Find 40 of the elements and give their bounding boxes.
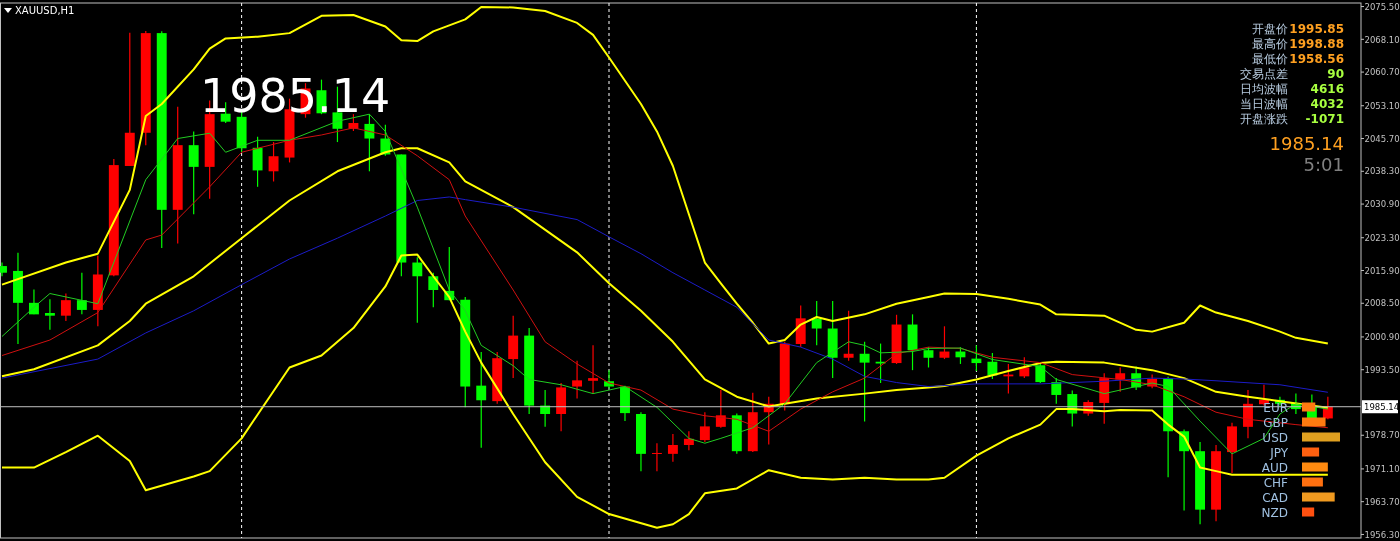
y-tick-label: 1993.50 [1364, 364, 1400, 375]
annotation: 最低价 [1252, 52, 1288, 66]
ref-line-label: 1985.14 [1364, 401, 1400, 412]
y-tick-label: 2023.30 [1364, 232, 1400, 243]
annotation: 1985.14 [1269, 133, 1344, 154]
y-tick-label: 2038.30 [1364, 166, 1400, 177]
annotation: 4616 [1310, 82, 1344, 96]
y-tick-label: 1963.70 [1364, 496, 1400, 507]
y-tick-label: USD [1262, 430, 1288, 445]
annotation: 最高价 [1252, 37, 1288, 51]
annotation: 交易点差 [1240, 67, 1288, 81]
chart-title: XAUUSD,H1 [15, 5, 75, 16]
annotation: 4032 [1310, 97, 1344, 111]
annotation: 5:01 [1303, 154, 1344, 175]
annotation: 开盘涨跌 [1240, 112, 1288, 126]
y-tick-label: NZD [1261, 505, 1288, 520]
annotation: 当日波幅 [1240, 97, 1288, 111]
y-tick-label: 2053.10 [1364, 100, 1400, 111]
y-tick-label: 2015.90 [1364, 265, 1400, 276]
y-tick-label: 2075.50 [1364, 1, 1400, 12]
y-tick-label: 2060.70 [1364, 67, 1400, 78]
y-tick-label: 1971.10 [1364, 464, 1400, 475]
annotation: 90 [1327, 67, 1344, 81]
y-tick-label: 2000.90 [1364, 332, 1400, 343]
y-tick-label: 1978.70 [1364, 430, 1400, 441]
y-tick-label: CAD [1262, 490, 1288, 505]
y-tick-label: JPY [1269, 445, 1289, 460]
y-tick-label: 2030.90 [1364, 199, 1400, 210]
annotation: 1958.56 [1289, 52, 1344, 66]
annotation: 日均波幅 [1240, 82, 1288, 96]
annotation: 开盘价 [1252, 22, 1288, 36]
y-tick-label: 2045.70 [1364, 133, 1400, 144]
y-tick-label: 2068.10 [1364, 34, 1400, 45]
y-tick-label: CHF [1263, 475, 1289, 490]
annotation: 1995.85 [1289, 22, 1344, 36]
y-tick-label: 1956.30 [1364, 529, 1400, 540]
y-tick-label: AUD [1261, 460, 1288, 475]
annotation: -1071 [1305, 112, 1344, 126]
annotation: 1998.88 [1289, 37, 1344, 51]
y-tick-label: 2008.50 [1364, 298, 1400, 309]
